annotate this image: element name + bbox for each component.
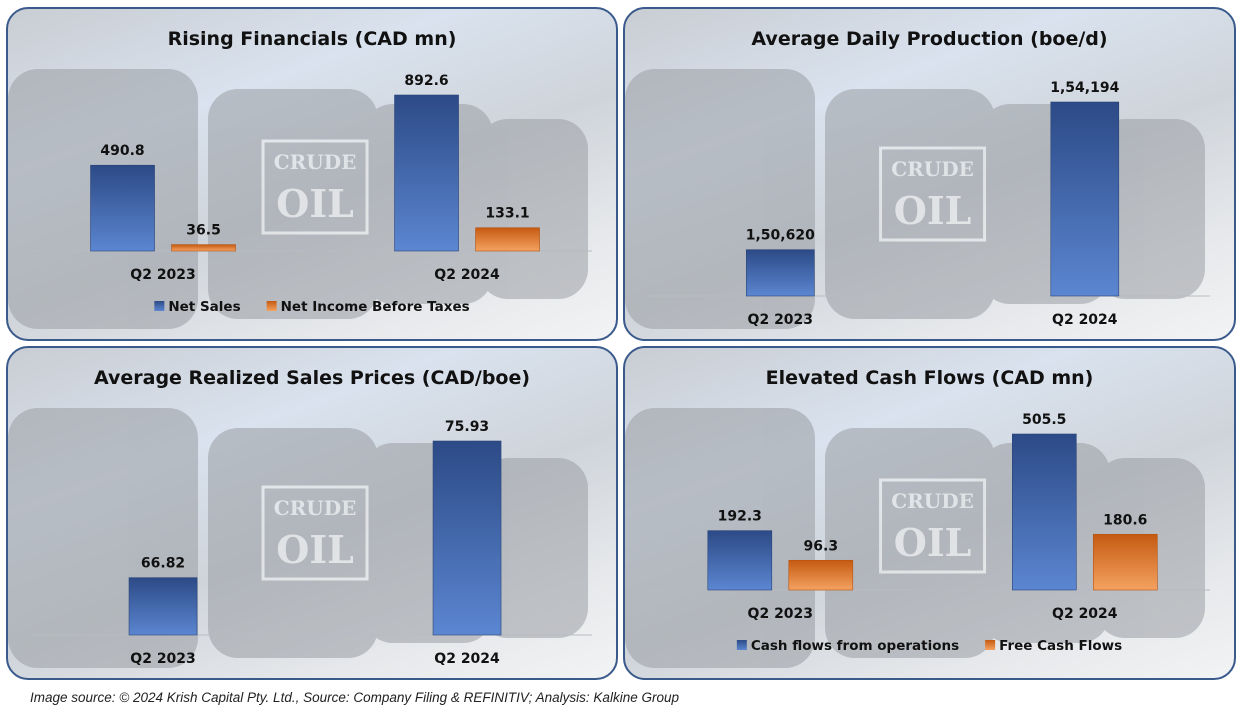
bar-net-sales-q2-2023 [90, 164, 155, 252]
data-label: 1,50,620 [746, 228, 815, 244]
barrel-text-crude: CRUDE [891, 489, 974, 513]
bar-free-cash-flows-q2-2023 [788, 559, 854, 591]
bar-net-sales-q2-2024 [394, 94, 459, 252]
bar-average-realized-sales-price-q2-2024 [432, 440, 502, 636]
barrel-text-oil: OIL [276, 181, 354, 226]
x-tick-label: Q2 2024 [1052, 606, 1118, 622]
data-label: 180.6 [1103, 512, 1147, 528]
barrel-label-frame [261, 485, 369, 581]
chart-title: Average Daily Production (boe/d) [751, 28, 1107, 50]
x-tick-label: Q2 2023 [130, 651, 195, 667]
data-label: 36.5 [186, 223, 221, 239]
bar-cash-flows-from-operations-q2-2024 [1011, 433, 1077, 591]
legend-swatch-orange [266, 301, 277, 311]
chart-panel-average-realized-sales-prices: CRUDE OIL Average Realized Sales Prices (C… [6, 346, 618, 680]
chart-title: Elevated Cash Flows (CAD mn) [766, 367, 1094, 389]
bar-average-realized-sales-price-q2-2023 [128, 577, 198, 636]
x-tick-label: Q2 2023 [748, 606, 813, 622]
barrel-shape [478, 119, 588, 299]
chart-svg: CRUDE OIL Rising Financials (CAD mn) 490.8 3… [8, 28, 592, 329]
legend-label: Net Income Before Taxes [281, 299, 470, 315]
barrel-shape [1095, 119, 1205, 299]
x-tick-label: Q2 2024 [1052, 312, 1118, 328]
data-label: 505.5 [1022, 412, 1066, 428]
image-source-footer: Image source: © 2024 Krish Capital Pty. … [30, 690, 679, 705]
bar-free-cash-flows-q2-2024 [1092, 533, 1158, 591]
data-label: 1,54,194 [1050, 80, 1119, 96]
legend-swatch-blue [736, 640, 747, 650]
barrel-label-frame [879, 146, 987, 242]
data-label: 75.93 [445, 419, 489, 435]
barrel-text-crude: CRUDE [274, 496, 357, 520]
barrel-shape [208, 89, 378, 319]
chart-title: Rising Financials (CAD mn) [168, 28, 457, 50]
barrel-text-crude: CRUDE [891, 157, 974, 181]
data-label: 892.6 [404, 73, 448, 89]
barrel-text-oil: OIL [894, 188, 972, 233]
x-tick-label: Q2 2024 [434, 651, 500, 667]
barrel-label-frame [879, 478, 987, 574]
chart-svg: CRUDE OIL Elevated Cash Flows (CAD mn) 192.… [625, 367, 1210, 668]
chart-panel-rising-financials: CRUDE OIL Rising Financials (CAD mn) 490.8 3… [6, 7, 618, 341]
legend: Cash flows from operations Free Cash Flow… [736, 638, 1122, 654]
x-tick-label: Q2 2023 [748, 312, 813, 328]
legend-label: Free Cash Flows [999, 638, 1122, 654]
legend-swatch-blue [154, 301, 165, 311]
data-label: 96.3 [804, 538, 839, 554]
data-label: 66.82 [141, 556, 185, 572]
legend-swatch-orange [985, 640, 996, 650]
bar-cash-flows-from-operations-q2-2023 [707, 530, 773, 591]
barrel-shape [478, 458, 588, 638]
x-tick-label: Q2 2023 [130, 267, 195, 283]
legend-label: Cash flows from operations [751, 638, 959, 654]
chart-panel-average-daily-production: CRUDE OIL Average Daily Production (boe/d)… [623, 7, 1236, 341]
barrel-text-oil: OIL [276, 527, 354, 572]
bar-net-income-before-taxes-q2-2023 [171, 244, 236, 252]
legend-label: Net Sales [168, 299, 240, 315]
bar-average-daily-production-q2-2023 [745, 249, 815, 297]
data-label: 490.8 [100, 143, 144, 159]
data-label: 133.1 [485, 206, 529, 222]
barrel-text-crude: CRUDE [274, 150, 357, 174]
chart-svg: CRUDE OIL Average Realized Sales Prices (C… [8, 367, 592, 668]
x-tick-label: Q2 2024 [434, 267, 500, 283]
chart-title: Average Realized Sales Prices (CAD/boe) [94, 367, 530, 389]
barrel-shape [825, 428, 995, 658]
bar-average-daily-production-q2-2024 [1050, 101, 1120, 297]
chart-svg: CRUDE OIL Average Daily Production (boe/d)… [625, 28, 1210, 329]
oil-barrel-background: CRUDE OIL [8, 69, 588, 329]
data-label: 192.3 [718, 509, 762, 525]
bar-net-income-before-taxes-q2-2024 [475, 227, 540, 252]
chart-panel-elevated-cash-flows: CRUDE OIL Elevated Cash Flows (CAD mn) 192.… [623, 346, 1236, 680]
barrel-label-frame [261, 139, 369, 235]
barrel-text-oil: OIL [894, 520, 972, 565]
legend: Net Sales Net Income Before Taxes [154, 299, 470, 315]
